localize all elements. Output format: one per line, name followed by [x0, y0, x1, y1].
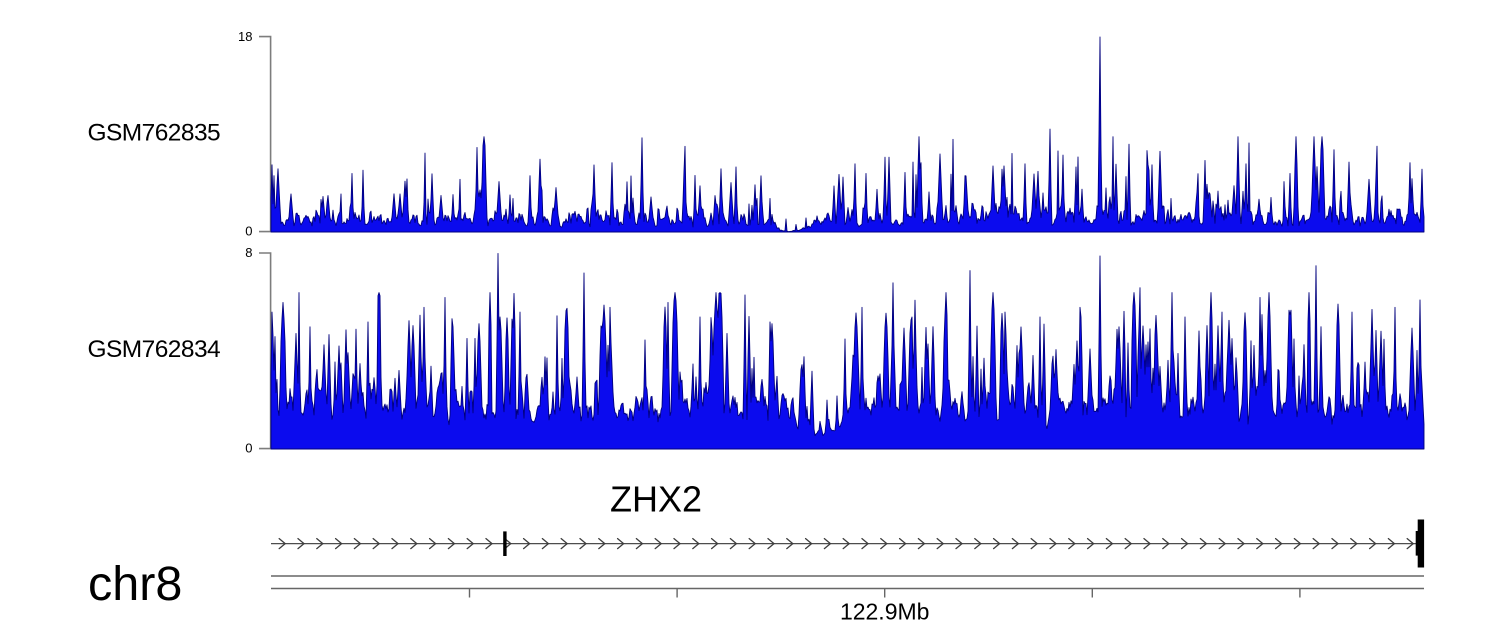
svg-text:18: 18	[238, 29, 252, 44]
svg-text:8: 8	[245, 245, 252, 260]
svg-text:0: 0	[245, 440, 252, 455]
svg-text:chr8: chr8	[88, 557, 182, 611]
svg-text:ZHX2: ZHX2	[610, 479, 702, 520]
svg-text:GSM762834: GSM762834	[88, 336, 221, 363]
svg-text:GSM762835: GSM762835	[88, 120, 221, 147]
svg-text:0: 0	[245, 223, 252, 238]
svg-text:122.9Mb: 122.9Mb	[840, 599, 930, 625]
